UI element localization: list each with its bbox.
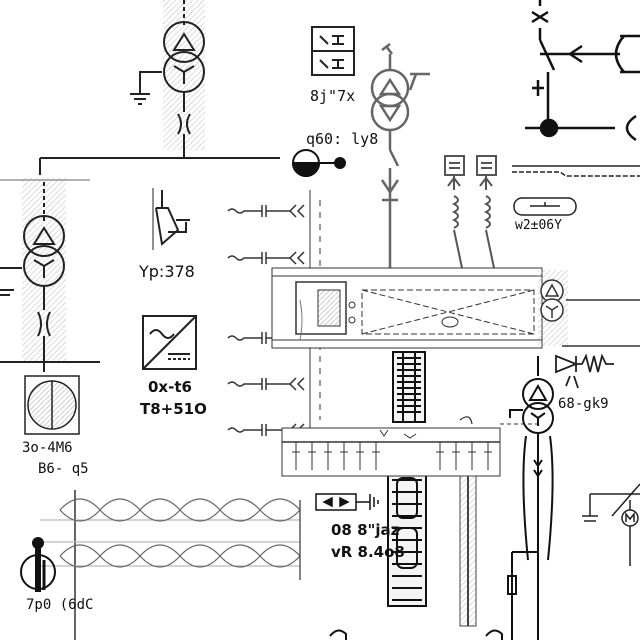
inverter-symbol <box>142 315 197 370</box>
motor-symbol <box>24 375 80 435</box>
breaker-symbol <box>291 149 346 177</box>
transformer-symbol-top <box>130 0 205 158</box>
transformer-symbol-left <box>0 178 100 372</box>
label-diode: 68-gk9 <box>558 396 609 412</box>
label-motor-line2: B6- q5 <box>38 461 89 477</box>
twisted-cable-bundle <box>40 490 301 640</box>
label-busbar-line2: vR 8.4o8 <box>331 543 405 561</box>
earthing-switch-symbol <box>525 0 640 142</box>
motor-feeder-symbol <box>582 483 640 566</box>
current-transformer-pair <box>444 155 497 269</box>
label-breaker: q60: ly8 <box>306 130 379 148</box>
fuse-device-symbol <box>20 537 56 592</box>
contactor-symbol <box>315 493 379 511</box>
label-cable: w2±06Y <box>515 218 562 233</box>
cable-symbol <box>512 165 640 216</box>
cabinet-plan <box>271 267 543 349</box>
diode-resistor-symbol <box>555 353 614 389</box>
vertical-busbar <box>459 475 477 627</box>
transformer-symbol-center <box>370 43 430 268</box>
transformer-symbol-bottom-right <box>507 356 554 640</box>
label-busbar-line1: 08 8"jaz <box>331 521 400 539</box>
label-inverter-line1: 0x-t6 <box>148 378 192 396</box>
switch-block-symbol <box>311 26 355 76</box>
transformer-symbol-right <box>538 270 640 347</box>
label-bottom-device: 7p0 (6dC <box>26 597 94 613</box>
switchgear-column-top <box>392 351 426 423</box>
label-inverter-line2: T8+51O <box>140 400 207 418</box>
label-motor-line1: 3o-4M6 <box>22 440 73 456</box>
switchgear-column-bottom <box>387 473 427 607</box>
surge-arrester-symbol <box>152 188 190 250</box>
bottom-edge-fragments <box>329 629 503 640</box>
label-switch-block: 8j"7x <box>310 87 356 105</box>
bus-distribution-strip <box>281 416 540 477</box>
label-surge-arrester: Yp:378 <box>139 262 195 281</box>
